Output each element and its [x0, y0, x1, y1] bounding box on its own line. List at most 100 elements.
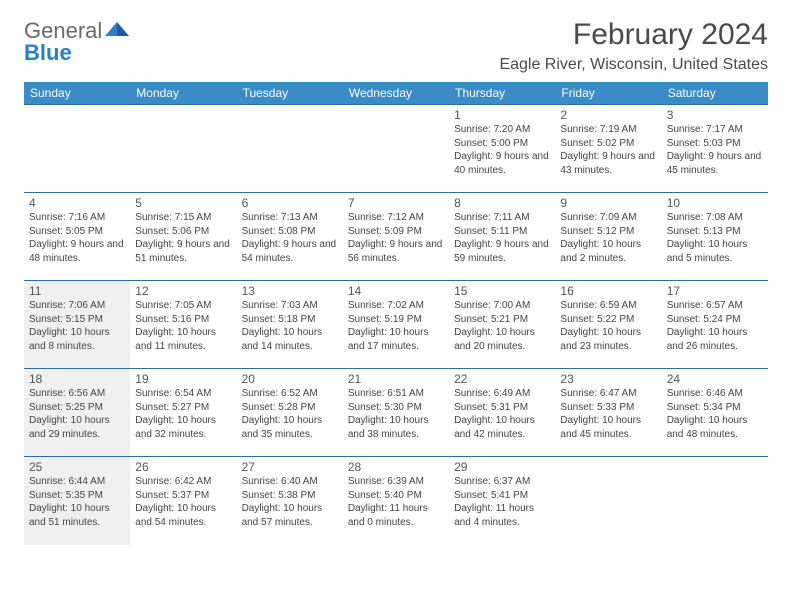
logo: General Blue	[24, 18, 130, 64]
day-number: 7	[348, 196, 444, 210]
calendar-day-cell: 4Sunrise: 7:16 AMSunset: 5:05 PMDaylight…	[24, 193, 130, 281]
day-number: 8	[454, 196, 550, 210]
day-info: Sunrise: 6:51 AMSunset: 5:30 PMDaylight:…	[348, 387, 444, 441]
calendar-empty-cell	[24, 105, 130, 193]
calendar-week-row: 4Sunrise: 7:16 AMSunset: 5:05 PMDaylight…	[24, 193, 768, 281]
calendar-week-row: 11Sunrise: 7:06 AMSunset: 5:15 PMDayligh…	[24, 281, 768, 369]
dayname-header: Thursday	[449, 82, 555, 105]
day-info: Sunrise: 7:12 AMSunset: 5:09 PMDaylight:…	[348, 211, 444, 265]
day-info: Sunrise: 6:52 AMSunset: 5:28 PMDaylight:…	[242, 387, 338, 441]
day-number: 15	[454, 284, 550, 298]
day-info: Sunrise: 7:09 AMSunset: 5:12 PMDaylight:…	[560, 211, 656, 265]
day-number: 4	[29, 196, 125, 210]
day-number: 2	[560, 108, 656, 122]
day-number: 20	[242, 372, 338, 386]
day-number: 25	[29, 460, 125, 474]
calendar-day-cell: 22Sunrise: 6:49 AMSunset: 5:31 PMDayligh…	[449, 369, 555, 457]
day-info: Sunrise: 6:54 AMSunset: 5:27 PMDaylight:…	[135, 387, 231, 441]
logo-mark-icon	[104, 18, 130, 38]
calendar-day-cell: 10Sunrise: 7:08 AMSunset: 5:13 PMDayligh…	[662, 193, 768, 281]
location-text: Eagle River, Wisconsin, United States	[499, 56, 768, 74]
calendar-day-cell: 9Sunrise: 7:09 AMSunset: 5:12 PMDaylight…	[555, 193, 661, 281]
day-info: Sunrise: 6:46 AMSunset: 5:34 PMDaylight:…	[667, 387, 763, 441]
dayname-header: Saturday	[662, 82, 768, 105]
day-info: Sunrise: 6:47 AMSunset: 5:33 PMDaylight:…	[560, 387, 656, 441]
calendar-body: 1Sunrise: 7:20 AMSunset: 5:00 PMDaylight…	[24, 105, 768, 545]
day-info: Sunrise: 7:03 AMSunset: 5:18 PMDaylight:…	[242, 299, 338, 353]
calendar-day-cell: 12Sunrise: 7:05 AMSunset: 5:16 PMDayligh…	[130, 281, 236, 369]
calendar-empty-cell	[237, 105, 343, 193]
dayname-header: Monday	[130, 82, 236, 105]
day-info: Sunrise: 7:00 AMSunset: 5:21 PMDaylight:…	[454, 299, 550, 353]
calendar-table: SundayMondayTuesdayWednesdayThursdayFrid…	[24, 82, 768, 545]
logo-word2: Blue	[24, 40, 72, 65]
calendar-day-cell: 21Sunrise: 6:51 AMSunset: 5:30 PMDayligh…	[343, 369, 449, 457]
calendar-day-cell: 5Sunrise: 7:15 AMSunset: 5:06 PMDaylight…	[130, 193, 236, 281]
calendar-week-row: 25Sunrise: 6:44 AMSunset: 5:35 PMDayligh…	[24, 457, 768, 545]
calendar-empty-cell	[130, 105, 236, 193]
day-number: 9	[560, 196, 656, 210]
calendar-day-cell: 1Sunrise: 7:20 AMSunset: 5:00 PMDaylight…	[449, 105, 555, 193]
day-number: 17	[667, 284, 763, 298]
dayname-header: Sunday	[24, 82, 130, 105]
day-number: 29	[454, 460, 550, 474]
calendar-week-row: 1Sunrise: 7:20 AMSunset: 5:00 PMDaylight…	[24, 105, 768, 193]
day-info: Sunrise: 7:08 AMSunset: 5:13 PMDaylight:…	[667, 211, 763, 265]
calendar-day-cell: 7Sunrise: 7:12 AMSunset: 5:09 PMDaylight…	[343, 193, 449, 281]
calendar-day-cell: 16Sunrise: 6:59 AMSunset: 5:22 PMDayligh…	[555, 281, 661, 369]
day-info: Sunrise: 6:44 AMSunset: 5:35 PMDaylight:…	[29, 475, 125, 529]
title-block: February 2024 Eagle River, Wisconsin, Un…	[499, 18, 768, 74]
day-number: 22	[454, 372, 550, 386]
day-number: 10	[667, 196, 763, 210]
day-number: 3	[667, 108, 763, 122]
header: General Blue February 2024 Eagle River, …	[24, 18, 768, 74]
calendar-week-row: 18Sunrise: 6:56 AMSunset: 5:25 PMDayligh…	[24, 369, 768, 457]
logo-text-block: General Blue	[24, 18, 130, 64]
calendar-day-cell: 8Sunrise: 7:11 AMSunset: 5:11 PMDaylight…	[449, 193, 555, 281]
day-info: Sunrise: 7:15 AMSunset: 5:06 PMDaylight:…	[135, 211, 231, 265]
day-info: Sunrise: 7:19 AMSunset: 5:02 PMDaylight:…	[560, 123, 656, 177]
calendar-day-cell: 19Sunrise: 6:54 AMSunset: 5:27 PMDayligh…	[130, 369, 236, 457]
calendar-day-cell: 25Sunrise: 6:44 AMSunset: 5:35 PMDayligh…	[24, 457, 130, 545]
day-number: 28	[348, 460, 444, 474]
calendar-day-cell: 15Sunrise: 7:00 AMSunset: 5:21 PMDayligh…	[449, 281, 555, 369]
dayname-row: SundayMondayTuesdayWednesdayThursdayFrid…	[24, 82, 768, 105]
month-title: February 2024	[499, 18, 768, 52]
day-info: Sunrise: 7:05 AMSunset: 5:16 PMDaylight:…	[135, 299, 231, 353]
day-number: 19	[135, 372, 231, 386]
calendar-empty-cell	[343, 105, 449, 193]
day-number: 18	[29, 372, 125, 386]
calendar-day-cell: 3Sunrise: 7:17 AMSunset: 5:03 PMDaylight…	[662, 105, 768, 193]
dayname-header: Friday	[555, 82, 661, 105]
day-number: 26	[135, 460, 231, 474]
day-info: Sunrise: 7:06 AMSunset: 5:15 PMDaylight:…	[29, 299, 125, 353]
dayname-header: Wednesday	[343, 82, 449, 105]
day-info: Sunrise: 6:37 AMSunset: 5:41 PMDaylight:…	[454, 475, 550, 529]
day-number: 14	[348, 284, 444, 298]
day-info: Sunrise: 6:49 AMSunset: 5:31 PMDaylight:…	[454, 387, 550, 441]
calendar-day-cell: 28Sunrise: 6:39 AMSunset: 5:40 PMDayligh…	[343, 457, 449, 545]
calendar-day-cell: 27Sunrise: 6:40 AMSunset: 5:38 PMDayligh…	[237, 457, 343, 545]
day-number: 21	[348, 372, 444, 386]
day-info: Sunrise: 7:20 AMSunset: 5:00 PMDaylight:…	[454, 123, 550, 177]
day-number: 1	[454, 108, 550, 122]
day-info: Sunrise: 7:02 AMSunset: 5:19 PMDaylight:…	[348, 299, 444, 353]
day-number: 16	[560, 284, 656, 298]
day-info: Sunrise: 7:17 AMSunset: 5:03 PMDaylight:…	[667, 123, 763, 177]
calendar-day-cell: 18Sunrise: 6:56 AMSunset: 5:25 PMDayligh…	[24, 369, 130, 457]
calendar-day-cell: 14Sunrise: 7:02 AMSunset: 5:19 PMDayligh…	[343, 281, 449, 369]
day-number: 6	[242, 196, 338, 210]
calendar-day-cell: 11Sunrise: 7:06 AMSunset: 5:15 PMDayligh…	[24, 281, 130, 369]
day-info: Sunrise: 6:56 AMSunset: 5:25 PMDaylight:…	[29, 387, 125, 441]
calendar-day-cell: 17Sunrise: 6:57 AMSunset: 5:24 PMDayligh…	[662, 281, 768, 369]
day-info: Sunrise: 6:59 AMSunset: 5:22 PMDaylight:…	[560, 299, 656, 353]
calendar-empty-cell	[662, 457, 768, 545]
calendar-day-cell: 24Sunrise: 6:46 AMSunset: 5:34 PMDayligh…	[662, 369, 768, 457]
day-number: 13	[242, 284, 338, 298]
day-info: Sunrise: 6:57 AMSunset: 5:24 PMDaylight:…	[667, 299, 763, 353]
day-info: Sunrise: 7:11 AMSunset: 5:11 PMDaylight:…	[454, 211, 550, 265]
dayname-header: Tuesday	[237, 82, 343, 105]
day-info: Sunrise: 6:42 AMSunset: 5:37 PMDaylight:…	[135, 475, 231, 529]
day-number: 23	[560, 372, 656, 386]
day-info: Sunrise: 6:40 AMSunset: 5:38 PMDaylight:…	[242, 475, 338, 529]
